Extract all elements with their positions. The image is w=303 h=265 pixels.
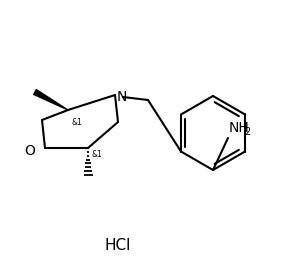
Polygon shape xyxy=(34,90,68,110)
Text: O: O xyxy=(24,144,35,158)
Text: 2: 2 xyxy=(244,127,250,137)
Text: &1: &1 xyxy=(72,118,83,127)
Text: N: N xyxy=(117,90,127,104)
Text: NH: NH xyxy=(229,121,250,135)
Text: HCl: HCl xyxy=(105,237,131,253)
Text: &1: &1 xyxy=(91,150,102,159)
